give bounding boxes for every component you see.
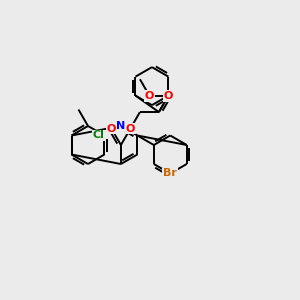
Text: O: O — [164, 91, 173, 100]
Text: O: O — [126, 124, 135, 134]
Text: N: N — [116, 121, 125, 131]
Text: Br: Br — [163, 169, 177, 178]
Text: O: O — [107, 124, 116, 134]
Text: Cl: Cl — [92, 130, 104, 140]
Text: O: O — [145, 91, 154, 100]
